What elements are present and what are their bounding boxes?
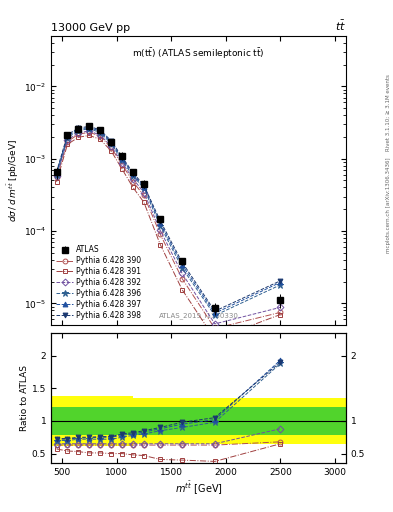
Bar [99, 396, 133, 446]
Bar [51, 407, 72, 435]
Bar [72, 407, 99, 435]
Bar [133, 398, 176, 444]
Text: $t\bar{t}$: $t\bar{t}$ [335, 19, 346, 33]
Bar [248, 407, 346, 435]
Text: 13000 GeV pp: 13000 GeV pp [51, 23, 130, 33]
Bar [248, 398, 346, 444]
Y-axis label: Ratio to ATLAS: Ratio to ATLAS [20, 365, 29, 431]
Text: Rivet 3.1.10; ≥ 3.1M events: Rivet 3.1.10; ≥ 3.1M events [386, 74, 391, 151]
Text: mcplots.cern.ch [arXiv:1306.3436]: mcplots.cern.ch [arXiv:1306.3436] [386, 157, 391, 252]
Bar [72, 396, 99, 446]
Bar [176, 398, 248, 444]
Bar [99, 407, 133, 435]
Legend: ATLAS, Pythia 6.428 390, Pythia 6.428 391, Pythia 6.428 392, Pythia 6.428 396, P: ATLAS, Pythia 6.428 390, Pythia 6.428 39… [53, 242, 145, 323]
Text: ATLAS_2019_I1750330: ATLAS_2019_I1750330 [158, 313, 239, 319]
Bar [51, 396, 72, 446]
X-axis label: $m^{t\bar{t}}$ [GeV]: $m^{t\bar{t}}$ [GeV] [174, 480, 222, 497]
Text: m(t$\bar{\rm t}$) (ATLAS semileptonic t$\bar{\rm t}$): m(t$\bar{\rm t}$) (ATLAS semileptonic t$… [132, 46, 265, 61]
Bar [176, 407, 248, 435]
Y-axis label: $d\sigma\,/\,d\,m^{t\bar{t}}$ [pb/GeV]: $d\sigma\,/\,d\,m^{t\bar{t}}$ [pb/GeV] [5, 139, 21, 222]
Bar [133, 407, 176, 435]
